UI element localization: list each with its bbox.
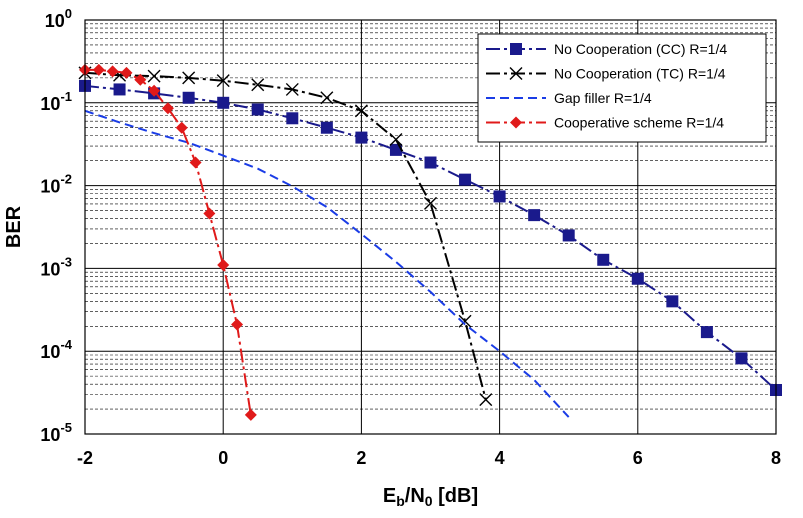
marker-x — [285, 82, 299, 96]
y-tick-label: 10-4 — [40, 337, 72, 362]
marker-square — [459, 173, 472, 186]
x-tick-label: 0 — [218, 448, 228, 468]
legend-box — [477, 33, 767, 143]
marker-x — [147, 69, 161, 83]
marker-x-stroke — [320, 91, 334, 105]
marker-x — [458, 314, 472, 328]
marker-diamond — [231, 318, 244, 331]
marker-diamond — [120, 66, 133, 79]
marker-diamond — [189, 156, 202, 169]
marker-diamond — [148, 84, 161, 97]
marker-x-stroke — [458, 314, 472, 328]
marker-x-stroke — [182, 71, 196, 85]
marker-diamond — [510, 116, 522, 129]
x-axis-title-e: E — [383, 485, 396, 507]
marker-x — [509, 67, 523, 80]
marker-square — [182, 91, 195, 104]
marker-square — [700, 326, 713, 339]
marker-square — [493, 190, 506, 203]
marker-x — [354, 104, 368, 118]
x-axis-ticks: -2 0 2 4 6 8 — [77, 448, 781, 468]
marker-square — [510, 43, 522, 55]
marker-square — [113, 83, 126, 96]
marker-x-stroke — [216, 74, 230, 88]
series-line — [84, 109, 570, 418]
marker-diamond — [134, 73, 147, 86]
y-tick-label: 10-1 — [40, 89, 72, 114]
marker-x-stroke — [424, 196, 437, 210]
x-axis-title-n: /N — [405, 485, 425, 507]
plot-border — [84, 19, 777, 435]
marker-diamond — [92, 63, 105, 76]
marker-x-stroke — [354, 104, 368, 118]
x-tick-label: 8 — [771, 448, 781, 468]
marker-diamond — [203, 207, 216, 220]
marker-square — [286, 112, 299, 125]
series-2 — [84, 109, 570, 418]
series-layer — [78, 63, 782, 421]
marker-x — [182, 71, 196, 85]
marker-x-stroke — [285, 82, 299, 96]
marker-x — [424, 196, 437, 210]
marker-x-stroke — [479, 393, 493, 407]
marker-diamond — [161, 102, 174, 115]
x-axis-title-unit: [dB] — [433, 485, 479, 507]
x-tick-label: 2 — [356, 448, 366, 468]
marker-x — [320, 91, 334, 105]
x-tick-label: -2 — [77, 448, 93, 468]
legend: No Cooperation (CC) R=1/4 No Cooperation … — [477, 33, 767, 143]
x-axis-title-sub-0: 0 — [425, 493, 433, 509]
x-axis-title-sub-b: b — [396, 493, 405, 509]
marker-square — [217, 96, 230, 109]
marker-diamond — [217, 258, 230, 271]
marker-x-stroke — [389, 133, 403, 147]
y-tick-label: 10-5 — [40, 420, 72, 445]
y-tick-label: 100 — [45, 6, 72, 31]
x-tick-label: 4 — [495, 448, 505, 468]
marker-square — [424, 156, 437, 169]
marker-diamond — [106, 65, 119, 78]
marker-square — [355, 131, 368, 144]
x-tick-label: 6 — [633, 448, 643, 468]
marker-x-stroke — [251, 78, 265, 92]
marker-square — [562, 229, 575, 242]
marker-x — [251, 78, 265, 92]
marker-square — [735, 352, 748, 365]
y-axis-title: BER — [3, 205, 25, 248]
marker-square — [666, 295, 679, 308]
marker-square — [528, 209, 541, 222]
legend-label: Gap filler R=1/4 — [554, 90, 652, 106]
marker-diamond — [175, 121, 188, 134]
y-tick-label: 10-3 — [40, 254, 72, 279]
legend-label: No Cooperation (CC) R=1/4 — [554, 41, 727, 57]
marker-square — [320, 121, 333, 134]
marker-diamond — [244, 408, 257, 421]
y-axis-ticks: 100 10-1 10-2 10-3 10-4 10-5 — [40, 6, 72, 445]
marker-square — [631, 272, 644, 285]
marker-x — [389, 133, 403, 147]
x-axis-title: Eb/N0 [dB] — [383, 485, 478, 509]
y-tick-label: 10-2 — [40, 172, 72, 197]
marker-x — [216, 74, 230, 88]
series-3 — [79, 63, 257, 421]
marker-x-stroke — [509, 67, 523, 80]
marker-square — [251, 103, 264, 116]
legend-label: No Cooperation (TC) R=1/4 — [554, 66, 726, 82]
marker-x — [479, 393, 493, 407]
marker-x-stroke — [147, 69, 161, 83]
marker-square — [597, 253, 610, 266]
legend-label: Cooperative scheme R=1/4 — [554, 115, 724, 131]
series-0 — [79, 79, 782, 396]
